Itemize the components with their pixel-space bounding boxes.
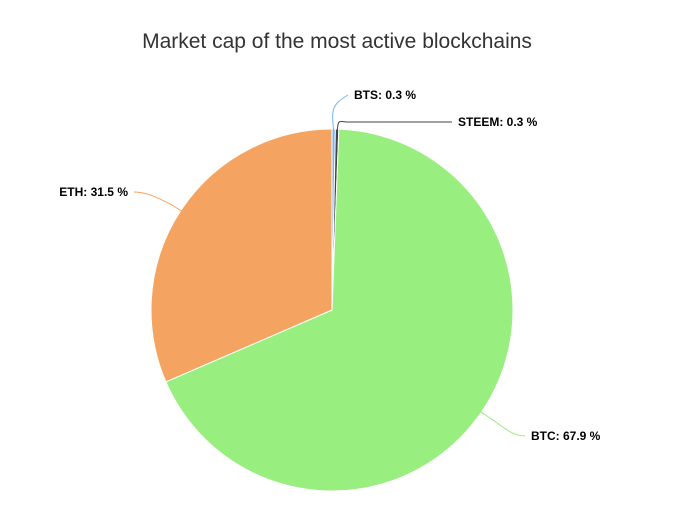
data-label-bts: BTS: 0.3 % [354,88,416,102]
chart-title: Market cap of the most active blockchain… [142,30,532,53]
connector-bts [332,94,349,132]
data-label-btc: BTC: 67.9 % [531,429,601,443]
connector-eth [133,191,183,213]
connector-steem [336,121,452,132]
data-label-steem: STEEM: 0.3 % [458,115,538,129]
connector-btc [479,410,526,437]
data-label-eth: ETH: 31.5 % [59,185,128,199]
